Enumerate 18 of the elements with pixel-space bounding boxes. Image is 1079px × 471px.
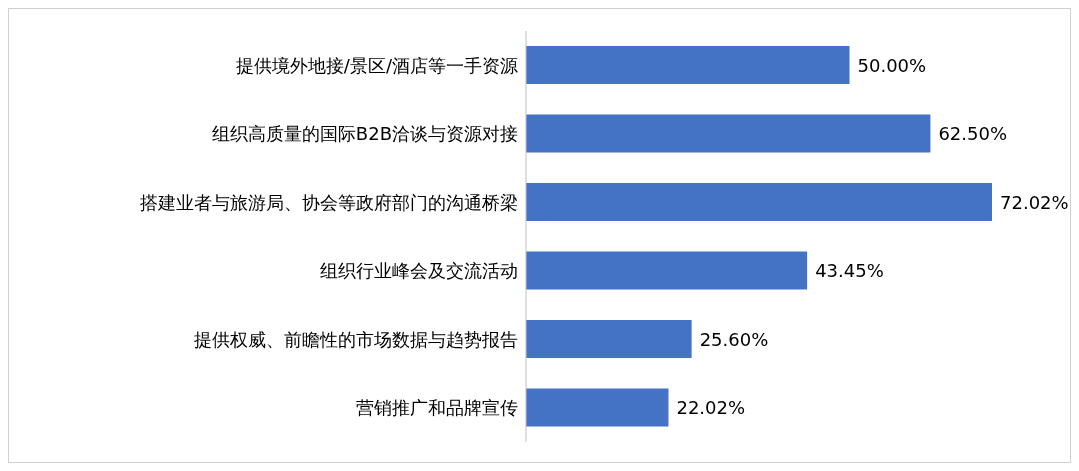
bar xyxy=(526,46,850,85)
y-tick-label: 提供权威、前瞻性的市场数据与趋势报告 xyxy=(194,328,518,350)
data-label: 25.60% xyxy=(699,328,769,350)
y-tick-label: 组织行业峰会及交流活动 xyxy=(320,260,518,282)
data-label: 22.02% xyxy=(676,397,746,419)
y-tick-label: 提供境外地接/景区/酒店等一手资源 xyxy=(235,54,518,76)
y-tick-label: 搭建业者与旅游局、协会等政府部门的沟通桥梁 xyxy=(140,191,518,213)
bar xyxy=(526,183,992,222)
y-tick-label: 营销推广和品牌宣传 xyxy=(356,397,518,419)
bar xyxy=(526,320,692,359)
bar xyxy=(526,114,931,153)
data-label: 72.02% xyxy=(1000,191,1069,213)
bar xyxy=(526,388,669,427)
bar xyxy=(526,251,808,290)
data-label: 62.50% xyxy=(938,123,1008,145)
data-label: 50.00% xyxy=(857,54,927,76)
y-tick-label: 组织高质量的国际B2B洽谈与资源对接 xyxy=(211,123,518,145)
data-label: 43.45% xyxy=(815,260,884,282)
